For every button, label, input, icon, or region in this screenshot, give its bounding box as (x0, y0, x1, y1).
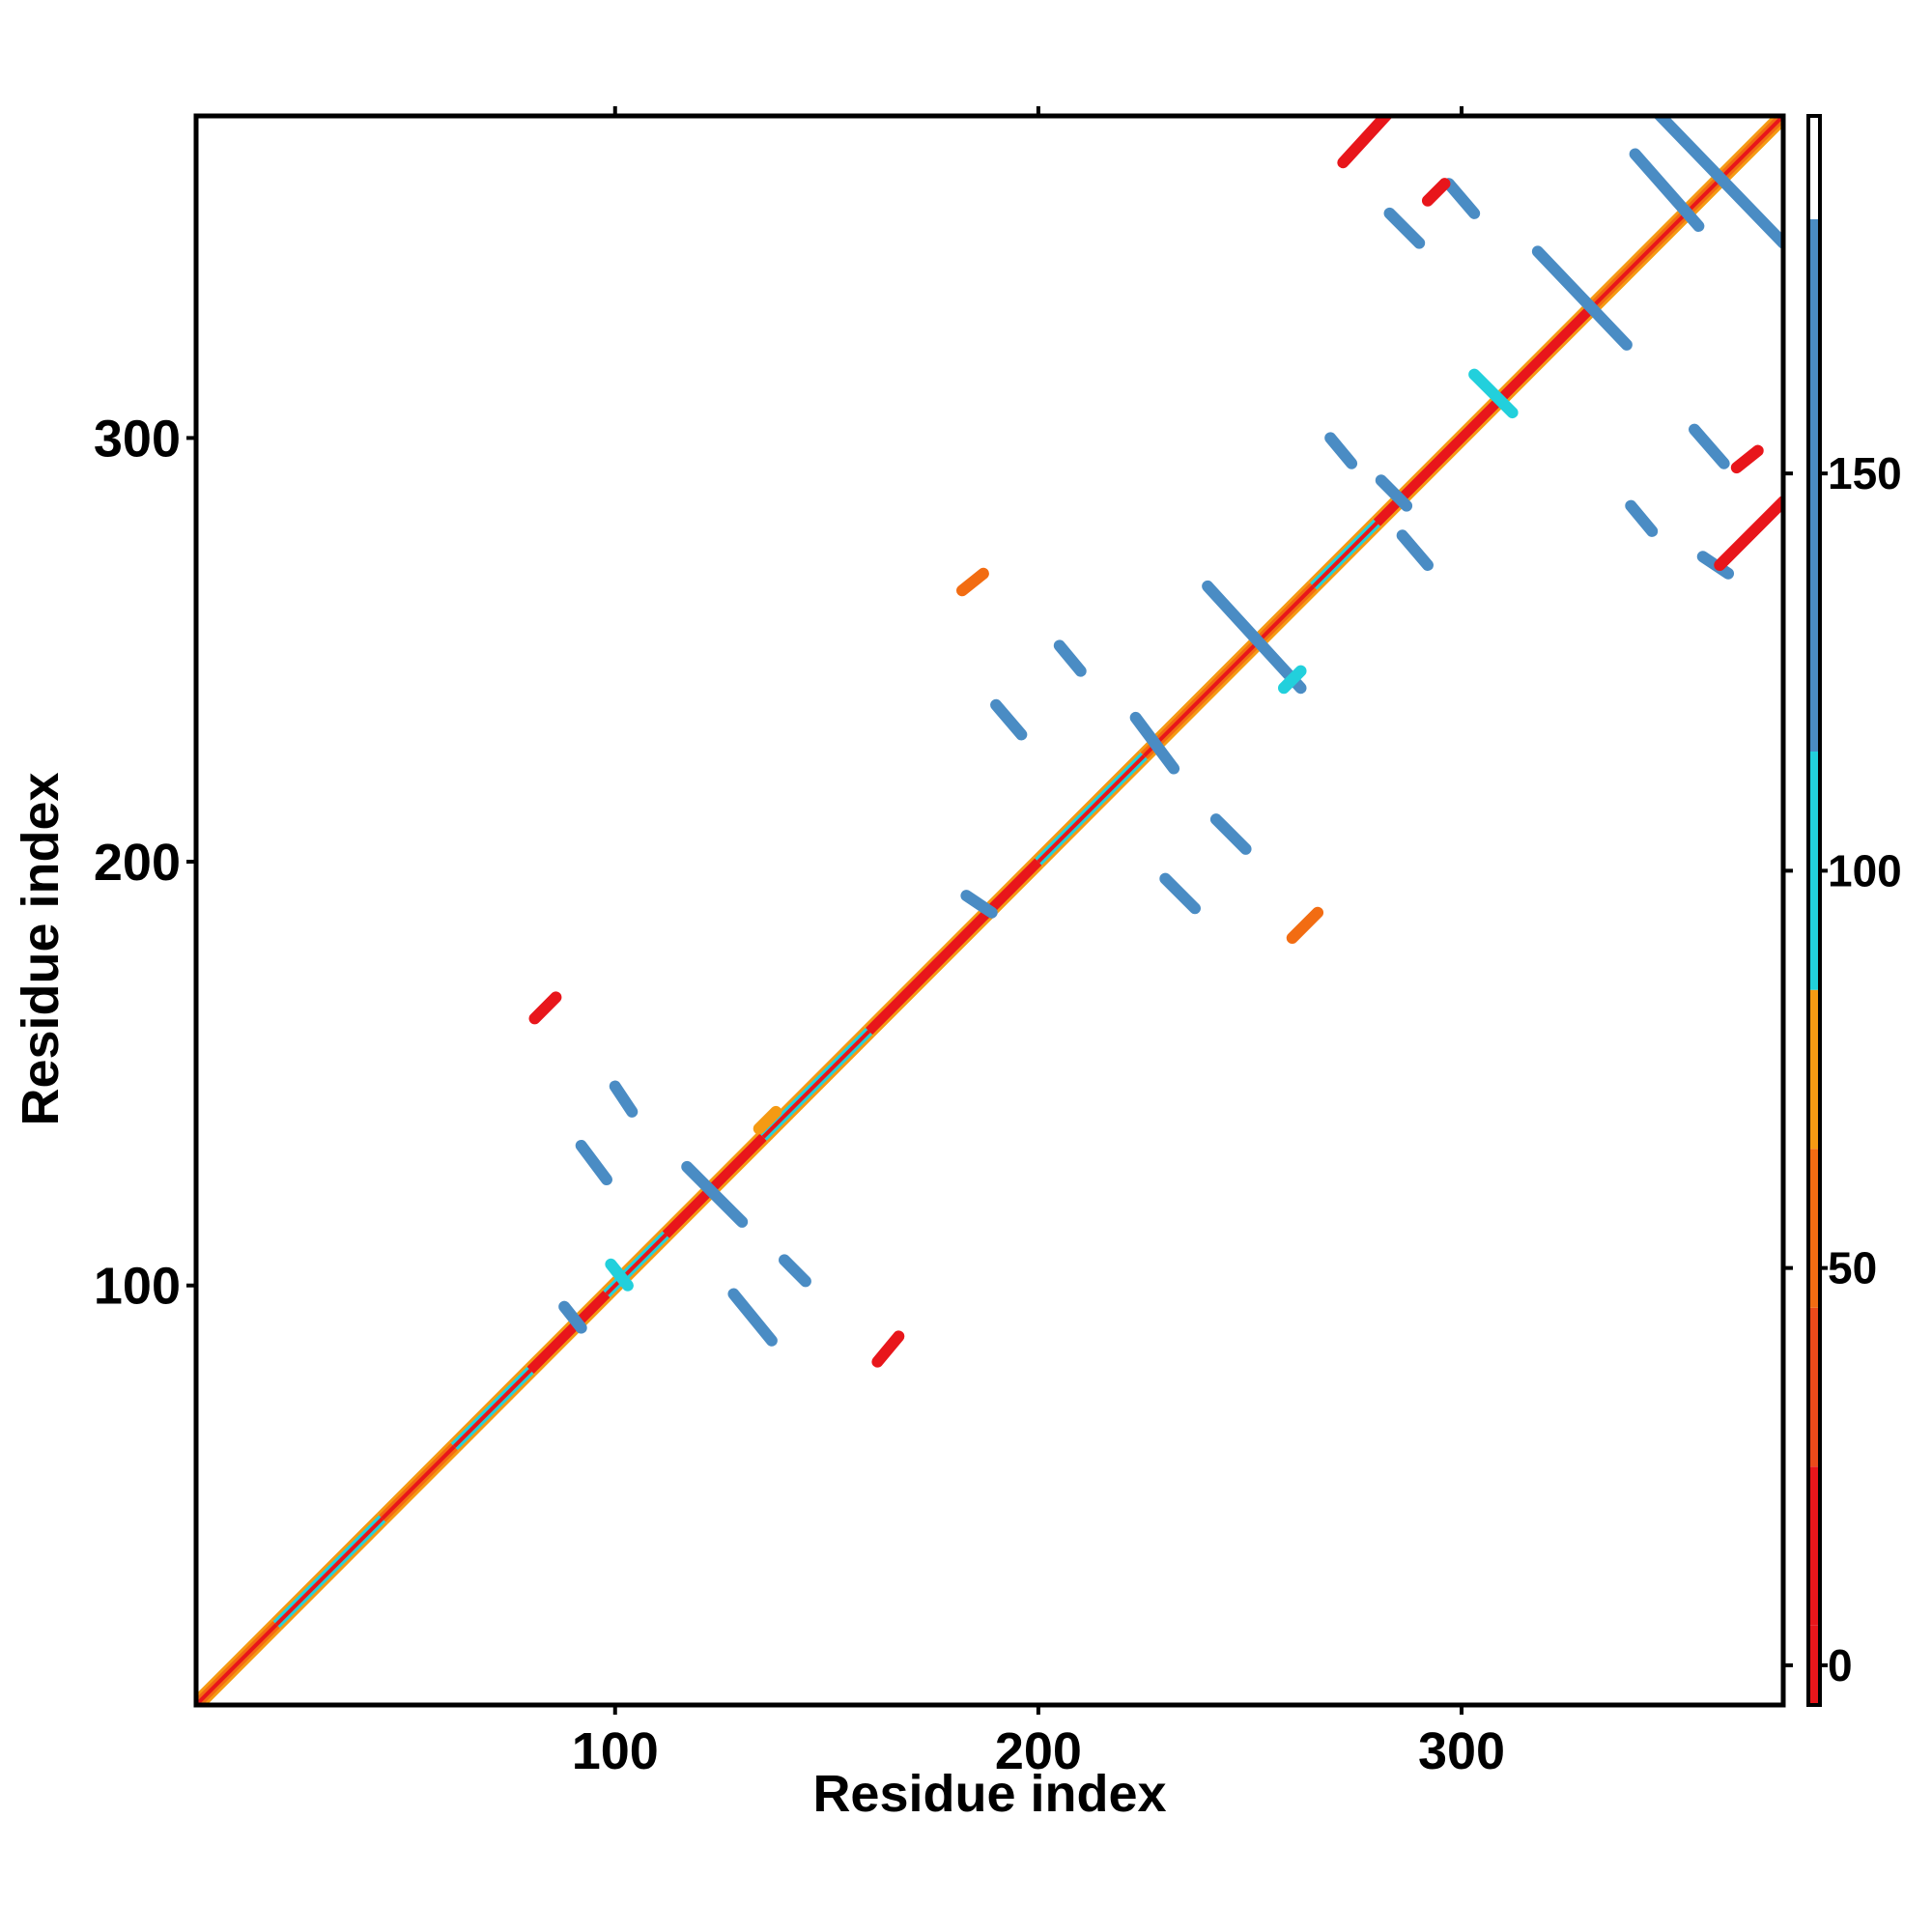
colorbar-tick-label: 0 (1828, 1640, 1853, 1690)
contact-mark (960, 890, 998, 919)
diagonal-core (528, 1293, 609, 1372)
diagonal-core (381, 1444, 456, 1520)
contact-mark (1286, 906, 1324, 945)
contact-mark (1714, 496, 1783, 571)
colorbar-band (1808, 752, 1820, 990)
diagonal-core (1143, 584, 1316, 757)
contact-mark (1159, 872, 1201, 915)
diagonal-core (1375, 309, 1590, 525)
diagonal-core (274, 1517, 384, 1627)
contact-mark (1278, 665, 1307, 695)
contact-mark (1625, 499, 1659, 537)
y-tick-label: 200 (94, 834, 181, 892)
y-axis: 100 200 300 (94, 410, 196, 1316)
contact-mark (1730, 444, 1764, 474)
contact-mark (605, 1258, 634, 1292)
contact-mark (1468, 368, 1519, 419)
y-axis-label: Residue index (12, 772, 70, 1125)
colorbar-tick-label: 100 (1828, 845, 1902, 895)
contact-mark (1396, 529, 1434, 571)
contact-mark (1629, 148, 1705, 233)
colorbar-tick-label: 50 (1828, 1243, 1877, 1293)
contact-mark (1209, 813, 1252, 855)
contact-mark (1053, 639, 1087, 677)
contact-mark (1531, 245, 1633, 351)
colorbar-band (1808, 1625, 1820, 1705)
colorbar-tick-label: 150 (1828, 448, 1902, 498)
contact-mark (1202, 580, 1307, 695)
colorbar-band (1808, 1149, 1820, 1308)
x-tick-label: 100 (572, 1722, 659, 1780)
contact-mark (753, 1105, 782, 1135)
colorbar: 0 50 100 150 (1783, 114, 1902, 1707)
heatmap-plot-area (196, 116, 1783, 1705)
colorbar-band (1808, 116, 1820, 219)
diagonal-core (761, 1030, 871, 1139)
diagonal-core (196, 1623, 278, 1705)
colorbar-band (1808, 1307, 1820, 1467)
contact-mark (956, 567, 989, 597)
contact-mark (1688, 423, 1730, 469)
contact-mark (609, 1080, 639, 1118)
diagonal-core (605, 1233, 668, 1295)
contact-mark (1337, 116, 1394, 169)
diagonal-core (452, 1369, 532, 1448)
colorbar-band (1808, 989, 1820, 1150)
contact-mark (990, 698, 1028, 741)
diagonal-core (1037, 753, 1146, 864)
contact-mark (681, 1160, 749, 1228)
contact-mark (575, 1139, 612, 1186)
contact-mark (528, 991, 562, 1025)
diagonal-core (1312, 521, 1378, 588)
contact-mark (1129, 711, 1180, 775)
x-tick-label: 200 (995, 1722, 1082, 1780)
contact-mark (1383, 207, 1426, 249)
y-tick-label: 100 (94, 1258, 181, 1316)
y-tick-label: 300 (94, 410, 181, 468)
colorbar-frame (1806, 114, 1822, 1707)
contact-mark (727, 1288, 778, 1347)
contact-mark (1324, 432, 1358, 469)
diagonal-core (664, 1135, 765, 1236)
x-axis: 100 200 300 (572, 106, 1505, 1780)
contact-mark (1421, 178, 1451, 207)
contact-mark (1375, 474, 1413, 512)
diagonal-core (867, 860, 1040, 1033)
x-axis-label: Residue index (812, 1765, 1166, 1823)
contact-mark (1442, 178, 1481, 219)
x-tick-label: 300 (1418, 1722, 1505, 1780)
contact-mark (871, 1330, 905, 1368)
colorbar-band (1808, 1466, 1820, 1626)
contact-mark (558, 1300, 587, 1334)
contact-mark (779, 1254, 811, 1288)
plot-frame (193, 113, 1786, 1708)
colorbar-band (1808, 218, 1820, 753)
contact-mark (1652, 116, 1783, 249)
